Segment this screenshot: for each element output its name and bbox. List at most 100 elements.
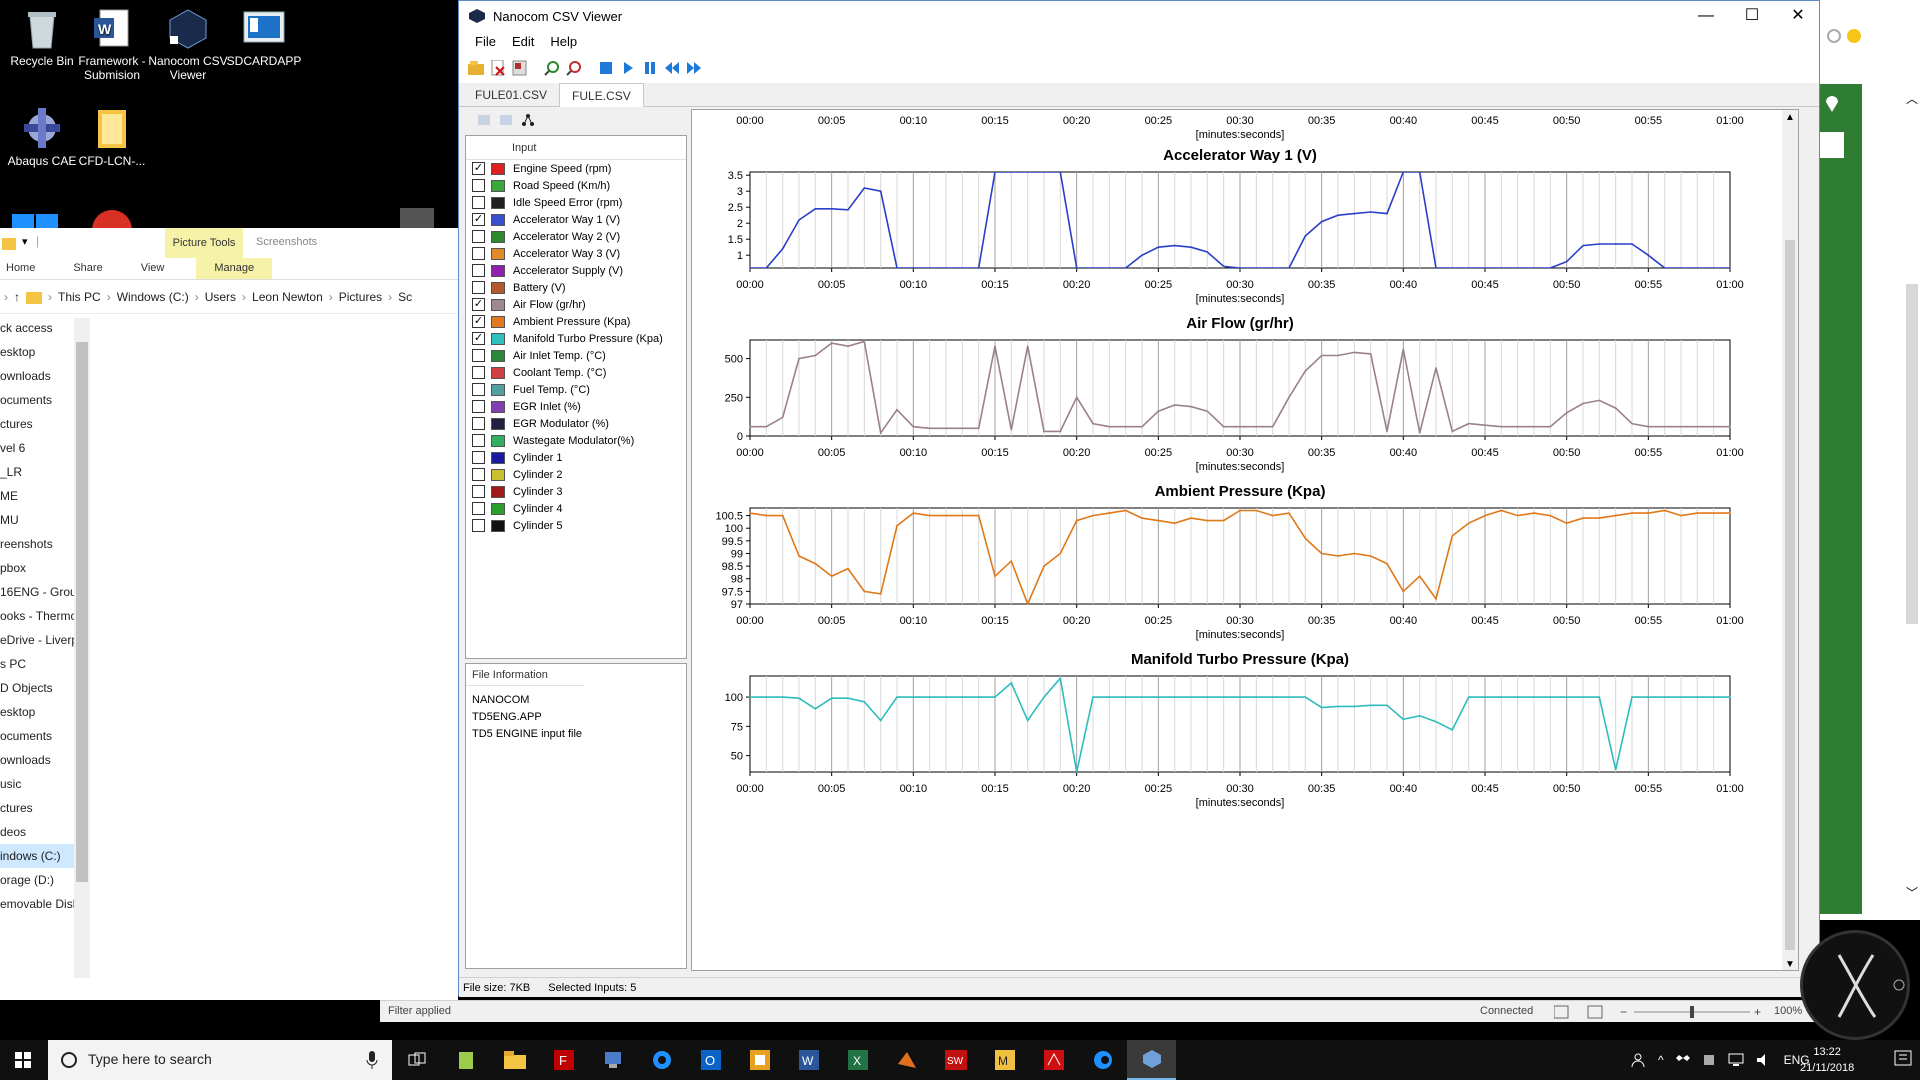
nav-item[interactable]: ctures bbox=[0, 417, 33, 431]
breadcrumb-screenshots[interactable]: Sc bbox=[398, 289, 413, 304]
ribbon-tab-manage[interactable]: Manage bbox=[196, 258, 273, 279]
input-row[interactable]: Idle Speed Error (rpm) bbox=[466, 194, 686, 211]
input-row[interactable]: Coolant Temp. (°C) bbox=[466, 364, 686, 381]
ribbon-tab-home[interactable]: Home bbox=[6, 262, 36, 274]
rewind-icon[interactable] bbox=[663, 59, 681, 77]
acrobat-icon[interactable] bbox=[1029, 1040, 1078, 1080]
nav-item[interactable]: ME bbox=[0, 489, 18, 503]
notepad-icon[interactable] bbox=[441, 1040, 490, 1080]
zoom-slider[interactable]: − + bbox=[1553, 1005, 1764, 1022]
nav-item[interactable]: eDrive - Liverp bbox=[0, 633, 79, 647]
nav-item[interactable]: esktop bbox=[0, 345, 36, 359]
scroll-down-icon[interactable]: ﹀ bbox=[1906, 886, 1919, 900]
input-checkbox[interactable] bbox=[472, 366, 485, 379]
dropbox-icon[interactable] bbox=[1675, 1053, 1690, 1067]
input-row[interactable]: Accelerator Way 2 (V) bbox=[466, 228, 686, 245]
input-checkbox[interactable] bbox=[472, 451, 485, 464]
input-checkbox[interactable]: ✓ bbox=[472, 332, 485, 345]
input-row[interactable]: Road Speed (Km/h) bbox=[466, 177, 686, 194]
input-row[interactable]: Cylinder 4 bbox=[466, 500, 686, 517]
zoom-out-icon[interactable]: − bbox=[1620, 1005, 1627, 1019]
input-checkbox[interactable] bbox=[472, 502, 485, 515]
input-row[interactable]: ✓ Engine Speed (rpm) bbox=[466, 160, 686, 177]
taskbar-search-box[interactable]: Type here to search bbox=[48, 1040, 392, 1080]
smiley-icon[interactable] bbox=[1846, 28, 1862, 44]
desktop-icon-abaqus[interactable]: Abaqus CAE bbox=[0, 106, 84, 168]
nanocom-taskbar-icon[interactable] bbox=[1127, 1040, 1176, 1080]
nav-item[interactable]: pbox bbox=[0, 561, 27, 575]
input-row[interactable]: EGR Modulator (%) bbox=[466, 415, 686, 432]
task-view-icon[interactable] bbox=[392, 1040, 441, 1080]
chart-scrollbar[interactable]: ▲ ▼ bbox=[1782, 110, 1798, 970]
input-row[interactable]: ✓ Ambient Pressure (Kpa) bbox=[466, 313, 686, 330]
x-app-badge[interactable] bbox=[1800, 930, 1910, 1040]
nav-item[interactable]: MU bbox=[0, 513, 19, 527]
input-checkbox[interactable] bbox=[472, 179, 485, 192]
input-checkbox[interactable] bbox=[472, 247, 485, 260]
desktop-icon-nanocom[interactable]: Nanocom CSV Viewer bbox=[146, 6, 230, 82]
input-row[interactable]: Cylinder 2 bbox=[466, 466, 686, 483]
book-view-icon[interactable] bbox=[1587, 1005, 1603, 1019]
word-icon[interactable]: W bbox=[784, 1040, 833, 1080]
input-row[interactable]: Air Inlet Temp. (°C) bbox=[466, 347, 686, 364]
delete-file-icon[interactable] bbox=[489, 59, 507, 77]
input-checkbox[interactable]: ✓ bbox=[472, 213, 485, 226]
ribbon-tab-view[interactable]: View bbox=[140, 262, 165, 274]
zoom-in-icon[interactable]: + bbox=[1754, 1005, 1761, 1019]
scroll-up-icon[interactable]: ▲ bbox=[1785, 112, 1795, 123]
tab-fule01-csv[interactable]: FULE01.CSV bbox=[475, 88, 548, 102]
stop-icon[interactable] bbox=[597, 59, 615, 77]
zoom-out-icon[interactable] bbox=[565, 59, 583, 77]
nav-item[interactable]: esktop bbox=[0, 705, 36, 719]
pause-icon[interactable] bbox=[641, 59, 659, 77]
fast-forward-icon[interactable] bbox=[685, 59, 703, 77]
nav-item[interactable]: indows (C:) bbox=[0, 844, 80, 868]
nav-item[interactable]: vel 6 bbox=[0, 441, 26, 455]
scrollbar-thumb[interactable] bbox=[1785, 240, 1795, 950]
input-row[interactable]: Cylinder 5 bbox=[466, 517, 686, 534]
input-checkbox[interactable] bbox=[472, 417, 485, 430]
breadcrumb-leon-newton[interactable]: Leon Newton bbox=[252, 289, 323, 304]
collapse-icon[interactable] bbox=[477, 114, 491, 129]
start-button[interactable] bbox=[0, 1040, 46, 1080]
close-button[interactable]: ✕ bbox=[1791, 7, 1805, 24]
ribbon-tab-share[interactable]: Share bbox=[73, 262, 103, 274]
breadcrumb-windows-c[interactable]: Windows (C:) bbox=[116, 289, 189, 304]
address-bar[interactable]: › ↑ › This PC › Windows (C:) › Users › L… bbox=[0, 280, 458, 314]
nav-item[interactable]: usic bbox=[0, 777, 22, 791]
menu-help[interactable]: Help bbox=[550, 34, 578, 49]
up-arrow-icon[interactable]: ↑ bbox=[14, 289, 20, 304]
menu-file[interactable]: File bbox=[475, 34, 496, 49]
input-checkbox[interactable] bbox=[472, 196, 485, 209]
scrollbar-thumb[interactable] bbox=[76, 342, 88, 882]
notifications-icon[interactable] bbox=[1894, 1050, 1912, 1070]
nav-item[interactable]: ocuments bbox=[0, 729, 53, 743]
maple-icon[interactable]: M bbox=[980, 1040, 1029, 1080]
matlab-icon[interactable] bbox=[882, 1040, 931, 1080]
nav-item[interactable]: ocuments bbox=[0, 393, 53, 407]
settings-icon[interactable] bbox=[1826, 28, 1842, 44]
input-row[interactable]: Cylinder 1 bbox=[466, 449, 686, 466]
chevron-up-icon[interactable]: ^ bbox=[1658, 1053, 1664, 1067]
tree-icon[interactable] bbox=[521, 113, 535, 130]
breadcrumb-this-pc[interactable]: This PC bbox=[58, 289, 101, 304]
desktop-icon-recycle-bin[interactable]: Recycle Bin bbox=[0, 6, 84, 68]
nav-item[interactable]: 16ENG - Grou bbox=[0, 585, 77, 599]
input-checkbox[interactable] bbox=[472, 400, 485, 413]
solidworks-icon[interactable]: SW bbox=[931, 1040, 980, 1080]
microphone-icon[interactable] bbox=[366, 1051, 378, 1069]
input-row[interactable]: Battery (V) bbox=[466, 279, 686, 296]
open-folder-icon[interactable] bbox=[467, 59, 485, 77]
tray-app-icon[interactable] bbox=[1702, 1053, 1716, 1067]
scroll-up-icon[interactable]: ︿ bbox=[1906, 92, 1919, 106]
input-checkbox[interactable] bbox=[472, 349, 485, 362]
language-indicator[interactable]: ENG bbox=[1783, 1053, 1810, 1067]
edge-icon[interactable] bbox=[1078, 1040, 1127, 1080]
desktop-icon-folder[interactable]: CFD-LCN-... bbox=[70, 106, 154, 168]
nav-item[interactable]: reenshots bbox=[0, 537, 53, 551]
nav-item[interactable]: orage (D:) bbox=[0, 873, 55, 887]
clock[interactable]: 13:22 21/11/2018 bbox=[1800, 1044, 1854, 1076]
menu-edit[interactable]: Edit bbox=[511, 34, 535, 49]
input-checkbox[interactable]: ✓ bbox=[472, 298, 485, 311]
nav-item[interactable]: s PC bbox=[0, 657, 27, 671]
